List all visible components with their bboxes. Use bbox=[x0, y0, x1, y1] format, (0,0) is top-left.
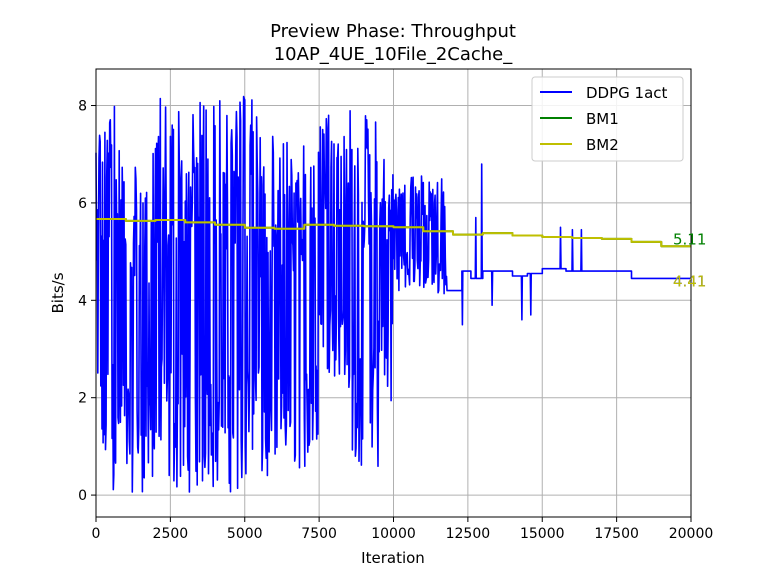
series-line-bm2 bbox=[96, 218, 691, 248]
x-tick-label: 7500 bbox=[301, 526, 337, 542]
x-tick-label: 5000 bbox=[227, 526, 263, 542]
y-tick-label: 6 bbox=[78, 196, 87, 212]
x-tick-label: 17500 bbox=[594, 526, 639, 542]
legend: DDPG 1act BM1 BM2 bbox=[531, 76, 684, 162]
plot-area bbox=[95, 95, 692, 493]
x-tick-label: 15000 bbox=[520, 526, 565, 542]
legend-label: DDPG 1act bbox=[586, 84, 668, 102]
y-tick-label: 2 bbox=[78, 391, 87, 407]
chart-title-line1: Preview Phase: Throughput bbox=[270, 21, 516, 42]
y-tick-label: 4 bbox=[78, 293, 87, 309]
x-tick-label: 20000 bbox=[669, 526, 714, 542]
y-tick-label: 0 bbox=[78, 488, 87, 504]
end-value-label: 4.41 bbox=[673, 272, 706, 290]
x-tick-label: 0 bbox=[92, 526, 101, 542]
x-axis-label: Iteration bbox=[361, 549, 425, 567]
series-line-ddpg-1act bbox=[95, 95, 692, 493]
legend-box bbox=[531, 76, 684, 162]
y-axis-ticks: 0 2 4 6 8 bbox=[78, 99, 96, 504]
y-tick-label: 8 bbox=[78, 99, 87, 115]
chart-title-line2: 10AP_4UE_10File_2Cache_ bbox=[274, 44, 514, 65]
end-value-label: 5.11 bbox=[673, 230, 706, 248]
legend-label: BM2 bbox=[586, 136, 619, 154]
x-axis-ticks: 0 2500 5000 7500 10000 12500 15000 17500 20000 bbox=[92, 517, 714, 542]
end-value-annotations: 5.114.414.41 bbox=[673, 230, 706, 290]
legend-label: BM1 bbox=[586, 110, 619, 128]
x-tick-label: 2500 bbox=[153, 526, 189, 542]
x-tick-label: 12500 bbox=[446, 526, 491, 542]
x-tick-label: 10000 bbox=[371, 526, 416, 542]
y-axis-label: Bits/s bbox=[49, 272, 67, 313]
end-value-label: 4.41 bbox=[673, 272, 706, 290]
